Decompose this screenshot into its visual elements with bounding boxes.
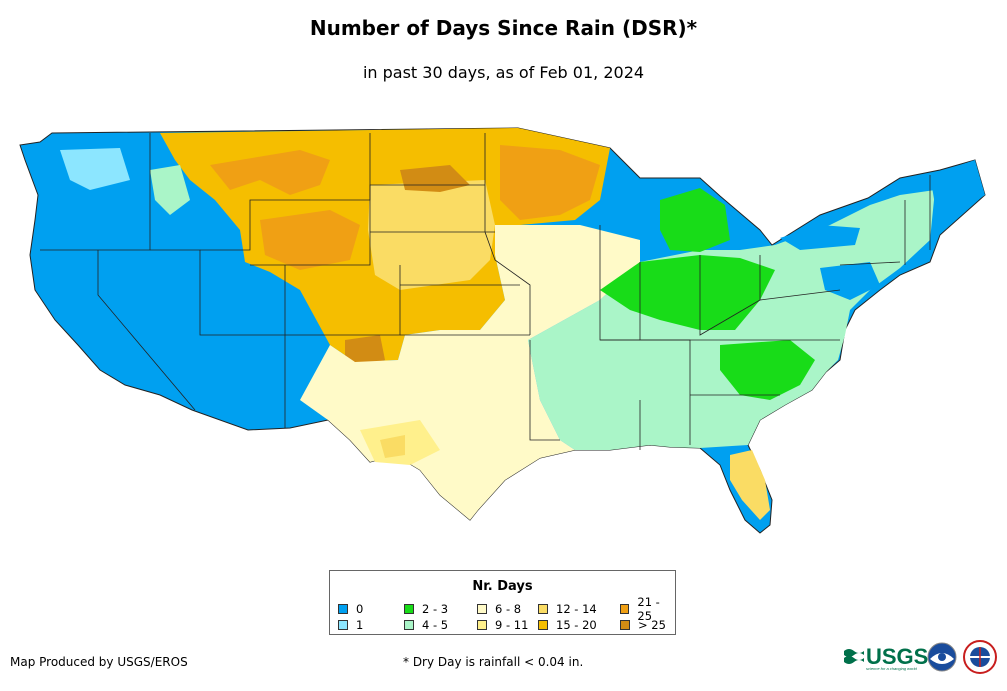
legend-swatch (338, 620, 348, 630)
legend-label: 2 - 3 (422, 602, 449, 616)
legend-swatch (620, 604, 630, 614)
region-0-maine (930, 160, 985, 215)
credit-text: Map Produced by USGS/EROS (10, 655, 188, 669)
legend-swatch (477, 604, 487, 614)
legend-label: 21 - 25 (637, 595, 660, 623)
map-title: Number of Days Since Rain (DSR)* (309, 16, 698, 40)
region-2-3-carolinas (720, 340, 815, 400)
usgs-waves-icon (844, 649, 864, 664)
legend-label: > 25 (638, 618, 666, 632)
dry-day-note: * Dry Day is rainfall < 0.04 in. (403, 655, 584, 669)
legend-swatch (477, 620, 487, 630)
legend-item: 6 - 8 (477, 602, 522, 616)
legend-item: 15 - 20 (538, 618, 597, 632)
legend-item: 12 - 14 (538, 602, 597, 616)
region-1-id (150, 165, 190, 215)
region-2-3-michigan (660, 188, 730, 252)
legend-item: 1 (338, 618, 364, 632)
legend-label: 9 - 11 (495, 618, 529, 632)
usgs-logo: USGS (844, 644, 928, 670)
legend-swatch (404, 604, 414, 614)
legend: Nr. Days 0 1 2 - 3 4 - 5 6 - 8 9 - 11 12 - 14 1… (329, 570, 676, 635)
region-12-14-dakotas (368, 180, 495, 290)
legend-item: 4 - 5 (404, 618, 449, 632)
legend-item: 9 - 11 (477, 618, 529, 632)
legend-swatch (404, 620, 414, 630)
legend-label: 15 - 20 (556, 618, 597, 632)
state-boundaries (40, 133, 931, 450)
legend-label: 4 - 5 (422, 618, 449, 632)
nws-logo-icon (963, 640, 997, 674)
legend-swatch (538, 620, 548, 630)
legend-swatch (538, 604, 548, 614)
legend-swatch (338, 604, 348, 614)
legend-label: 6 - 8 (495, 602, 522, 616)
legend-swatch (620, 620, 630, 630)
legend-item: 2 - 3 (404, 602, 449, 616)
legend-item: 0 (338, 602, 364, 616)
map-subtitle: in past 30 days, as of Feb 01, 2024 (362, 63, 645, 82)
region-12-14-fl (730, 450, 770, 520)
region-2-3-midwest (600, 255, 775, 330)
region-21-25-minnesota (500, 145, 600, 220)
region-21-25-wyoming (260, 210, 360, 270)
noaa-logo-icon (927, 642, 957, 672)
legend-item: > 25 (620, 618, 666, 632)
region-1-wa (60, 148, 130, 190)
legend-item: 21 - 25 (620, 595, 675, 623)
region-12-14-tx (380, 435, 405, 458)
legend-label: 1 (356, 618, 364, 632)
legend-label: 0 (356, 602, 364, 616)
region-21-25-montana (210, 150, 330, 195)
legend-title: Nr. Days (472, 579, 533, 594)
legend-label: 12 - 14 (556, 602, 597, 616)
usgs-wordmark: USGS (866, 644, 929, 669)
region-0-ny (780, 225, 860, 250)
usgs-tagline: science for a changing world (866, 666, 917, 671)
